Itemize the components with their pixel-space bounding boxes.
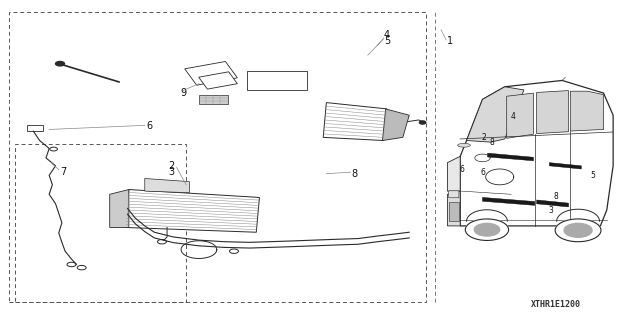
Text: 3: 3: [548, 206, 553, 215]
Polygon shape: [570, 91, 604, 131]
Polygon shape: [323, 103, 387, 141]
Text: 6: 6: [459, 166, 464, 174]
Polygon shape: [447, 191, 460, 226]
Text: 5: 5: [384, 36, 390, 46]
Text: 4: 4: [384, 30, 390, 40]
Circle shape: [555, 219, 601, 242]
Polygon shape: [447, 156, 460, 191]
Text: XTHR1E1200: XTHR1E1200: [531, 300, 580, 309]
Ellipse shape: [458, 143, 470, 147]
Text: 6: 6: [147, 121, 153, 131]
Text: 5: 5: [590, 171, 595, 180]
Circle shape: [465, 219, 509, 241]
Circle shape: [77, 265, 86, 270]
Bar: [199, 95, 228, 104]
Circle shape: [157, 240, 166, 244]
Circle shape: [67, 262, 76, 267]
Polygon shape: [537, 200, 568, 207]
Text: 1: 1: [447, 36, 454, 46]
FancyBboxPatch shape: [449, 191, 459, 198]
Text: 9: 9: [180, 88, 186, 98]
Polygon shape: [109, 189, 129, 227]
Bar: [449, 202, 459, 221]
Text: 8: 8: [352, 169, 358, 179]
Circle shape: [474, 223, 500, 236]
Polygon shape: [549, 163, 581, 169]
Circle shape: [230, 249, 239, 253]
Circle shape: [419, 121, 426, 124]
Circle shape: [50, 147, 58, 151]
Text: 7: 7: [60, 167, 67, 176]
Polygon shape: [460, 80, 613, 226]
Text: 8: 8: [554, 192, 558, 201]
Text: 8: 8: [489, 138, 494, 147]
Bar: [198, 72, 237, 89]
Circle shape: [564, 223, 592, 237]
Bar: [246, 71, 307, 90]
Text: 2: 2: [168, 161, 175, 171]
Text: 6: 6: [480, 168, 485, 177]
Polygon shape: [383, 109, 409, 141]
Polygon shape: [537, 91, 568, 134]
Bar: [9, 11, 426, 302]
Polygon shape: [125, 189, 259, 232]
Text: 2: 2: [481, 133, 486, 143]
Bar: [185, 62, 237, 85]
Text: 4: 4: [511, 112, 515, 121]
Polygon shape: [488, 153, 534, 161]
Circle shape: [56, 62, 65, 66]
Polygon shape: [507, 93, 534, 138]
Polygon shape: [467, 87, 524, 142]
Text: 3: 3: [168, 167, 175, 177]
Bar: [15, 144, 186, 302]
Polygon shape: [483, 197, 535, 205]
Polygon shape: [145, 178, 189, 193]
Bar: [27, 125, 43, 131]
